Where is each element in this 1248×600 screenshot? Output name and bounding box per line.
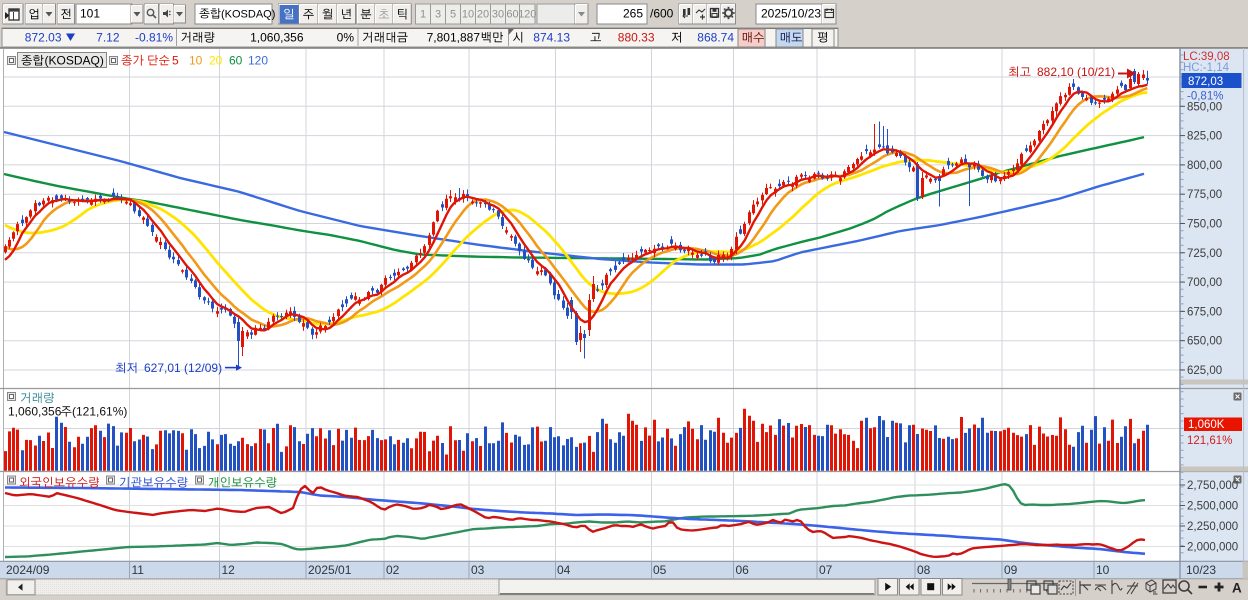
svg-text:700,00: 700,00 xyxy=(1187,277,1222,289)
svg-text:868.74: 868.74 xyxy=(697,31,734,45)
svg-text:10: 10 xyxy=(1096,563,1110,577)
svg-text:12: 12 xyxy=(222,563,236,577)
svg-text:60: 60 xyxy=(506,9,518,21)
svg-text:627,01 (12/09): 627,01 (12/09) xyxy=(144,361,222,375)
svg-text:04: 04 xyxy=(557,563,571,577)
svg-text:0%: 0% xyxy=(337,31,355,45)
svg-text:101: 101 xyxy=(80,7,100,21)
svg-text:2025/01: 2025/01 xyxy=(308,563,352,577)
svg-text:872.03: 872.03 xyxy=(25,31,62,45)
svg-text:20: 20 xyxy=(209,54,223,68)
svg-text:880.33: 880.33 xyxy=(618,31,655,45)
svg-text:7.12: 7.12 xyxy=(96,31,120,45)
svg-text:07: 07 xyxy=(819,563,833,577)
svg-text:874.13: 874.13 xyxy=(533,31,570,45)
svg-text:120: 120 xyxy=(248,54,268,68)
svg-text:120: 120 xyxy=(518,9,536,21)
svg-text:5: 5 xyxy=(450,9,456,21)
svg-text:LC:39,08: LC:39,08 xyxy=(1183,51,1230,63)
svg-text:2,250,000: 2,250,000 xyxy=(1187,521,1238,533)
svg-text:5: 5 xyxy=(172,54,179,68)
svg-text:11: 11 xyxy=(132,563,145,577)
svg-text:-0,81%: -0,81% xyxy=(1187,91,1223,103)
svg-text:2,750,000: 2,750,000 xyxy=(1187,480,1238,492)
svg-text:HC:-1,14: HC:-1,14 xyxy=(1183,62,1230,74)
svg-text:750,00: 750,00 xyxy=(1187,219,1222,231)
svg-text:60: 60 xyxy=(229,54,243,68)
svg-text:05: 05 xyxy=(653,563,667,577)
svg-text:02: 02 xyxy=(386,563,400,577)
svg-text:121,61%: 121,61% xyxy=(1187,435,1232,447)
svg-text:1,060K: 1,060K xyxy=(1188,419,1225,431)
svg-text:03: 03 xyxy=(471,563,485,577)
svg-text:265: 265 xyxy=(623,7,643,21)
svg-text:850,00: 850,00 xyxy=(1187,101,1222,113)
svg-text:-0.81%: -0.81% xyxy=(135,31,173,45)
svg-text:A: A xyxy=(1232,581,1242,596)
svg-text:725,00: 725,00 xyxy=(1187,248,1222,260)
svg-text:06: 06 xyxy=(736,563,750,577)
svg-text:2024/09: 2024/09 xyxy=(6,563,50,577)
svg-text:/600: /600 xyxy=(650,7,674,21)
svg-text:1,060,356: 1,060,356 xyxy=(250,31,304,45)
svg-text:10/23: 10/23 xyxy=(1186,563,1216,577)
svg-text:(KOSDAQ): (KOSDAQ) xyxy=(221,9,275,21)
svg-text:872,03: 872,03 xyxy=(1188,76,1223,88)
svg-text:800,00: 800,00 xyxy=(1187,160,1222,172)
svg-text:2,000,000: 2,000,000 xyxy=(1187,542,1238,554)
svg-text:625,00: 625,00 xyxy=(1187,365,1222,377)
svg-text:10: 10 xyxy=(189,54,203,68)
svg-text:825,00: 825,00 xyxy=(1187,131,1222,143)
svg-text:(KOSDAQ): (KOSDAQ) xyxy=(45,54,104,68)
svg-text:7,801,887: 7,801,887 xyxy=(427,31,481,45)
svg-text:2025/10/23: 2025/10/23 xyxy=(761,7,821,21)
svg-text:1: 1 xyxy=(420,9,426,21)
svg-text:09: 09 xyxy=(1004,563,1018,577)
svg-text:775,00: 775,00 xyxy=(1187,189,1222,201)
svg-text:08: 08 xyxy=(917,563,931,577)
svg-text:882,10 (10/21): 882,10 (10/21) xyxy=(1037,65,1115,79)
svg-text:10: 10 xyxy=(462,9,474,21)
svg-text:650,00: 650,00 xyxy=(1187,336,1222,348)
svg-text:2,500,000: 2,500,000 xyxy=(1187,501,1238,513)
svg-text:30: 30 xyxy=(492,9,504,21)
svg-text:3: 3 xyxy=(435,9,441,21)
svg-text:(121,61%): (121,61%) xyxy=(72,405,127,419)
svg-text:675,00: 675,00 xyxy=(1187,306,1222,318)
svg-text:20: 20 xyxy=(477,9,489,21)
svg-text:1,060,356: 1,060,356 xyxy=(8,405,62,419)
